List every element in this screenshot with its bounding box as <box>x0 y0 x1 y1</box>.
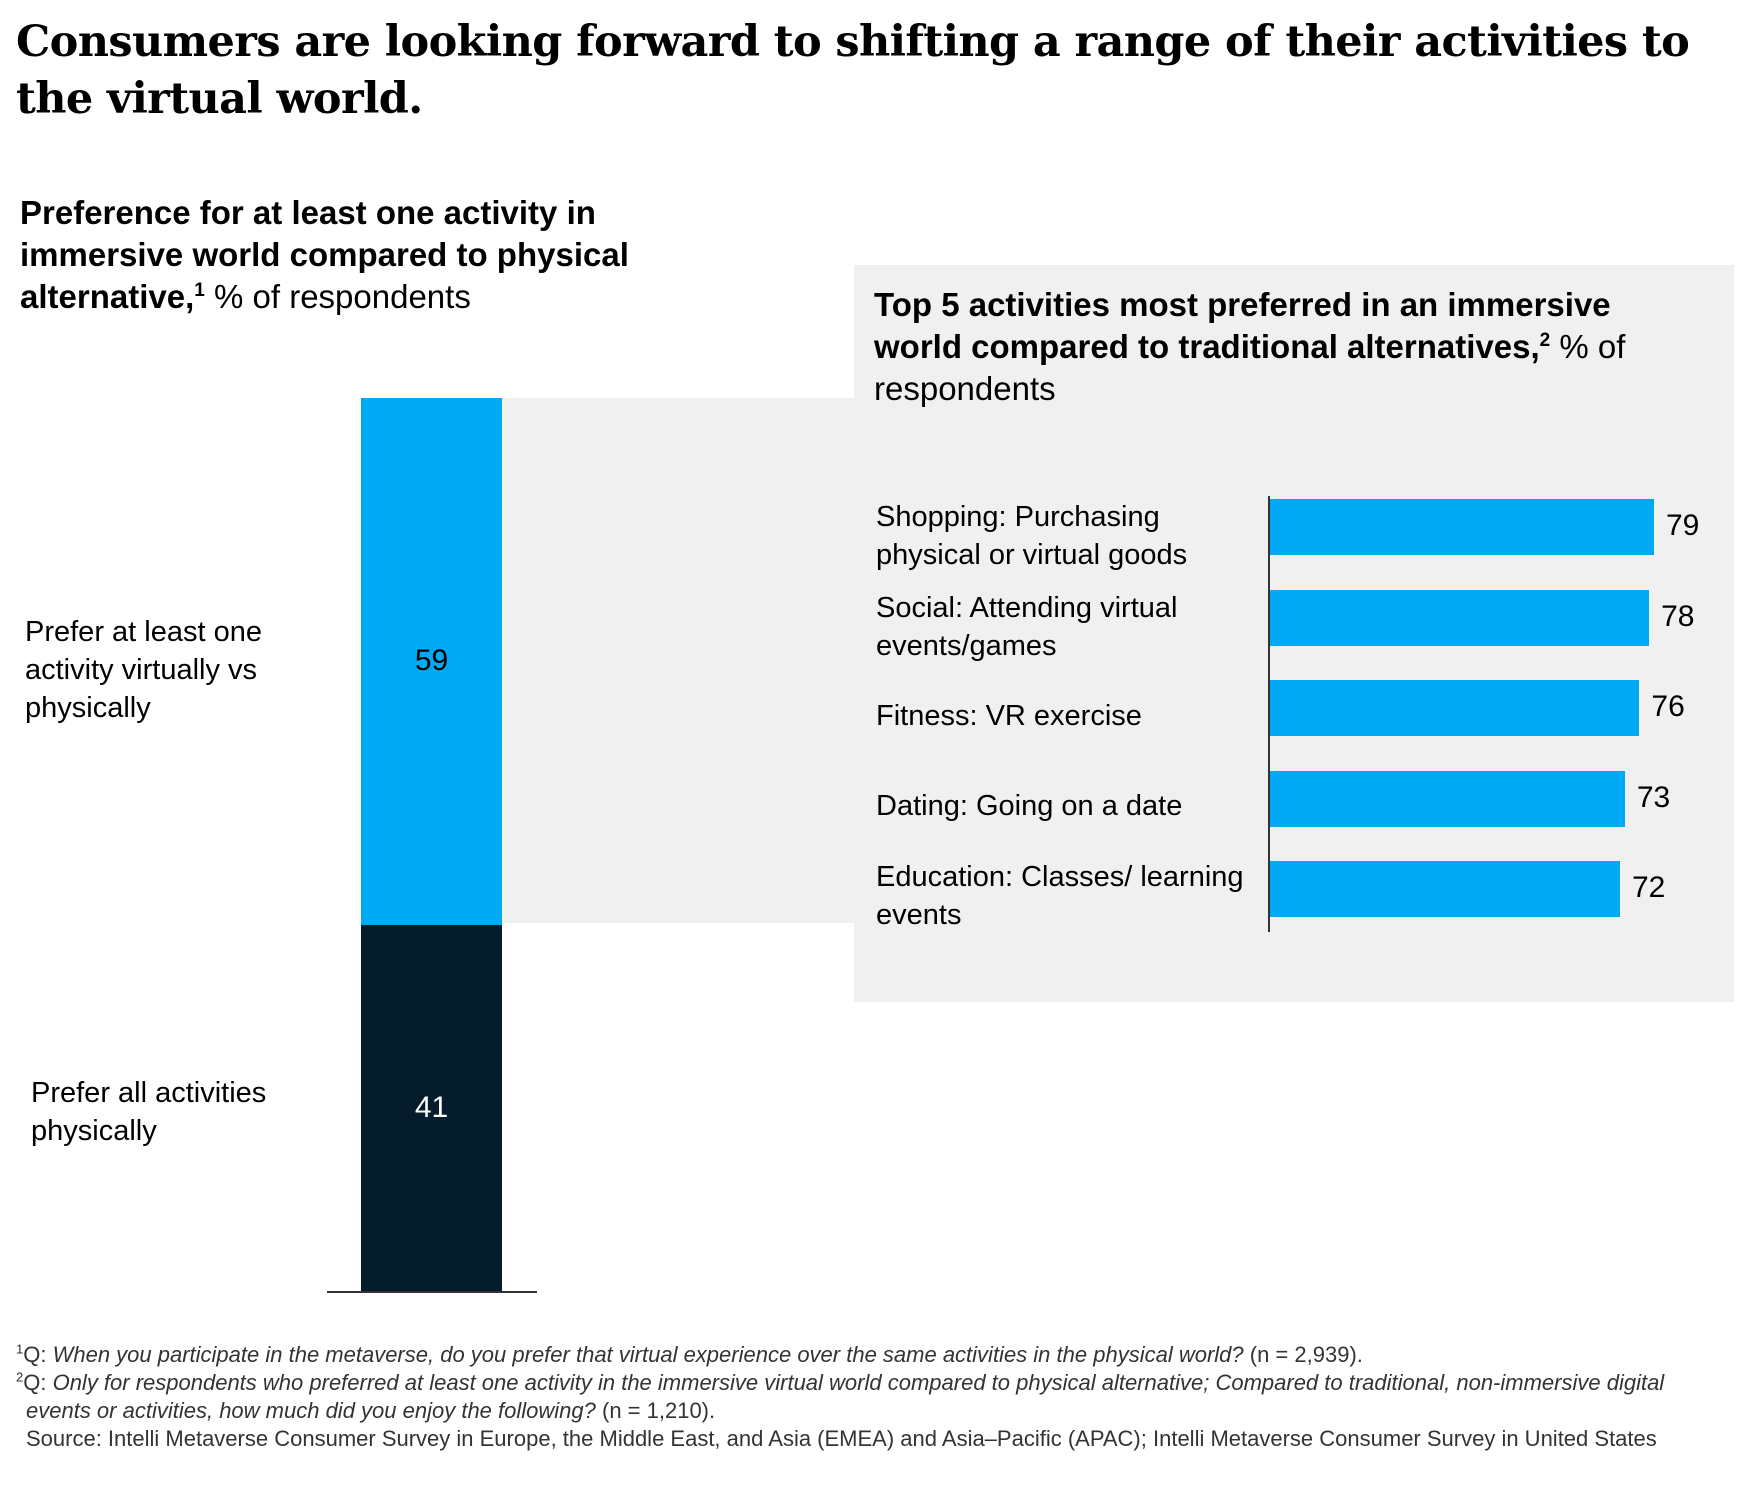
activity-value-shopping: 79 <box>1666 509 1700 542</box>
activity-label-fitness: Fitness: VR exercise <box>876 700 1142 732</box>
stacked-bar-segment-virtual <box>361 398 502 925</box>
activity-label-dating: Dating: Going on a date <box>876 790 1183 822</box>
activities-chart-title-bold: Top 5 activities most preferred in an im… <box>874 286 1611 365</box>
source-note: Source: Intelli Metaverse Consumer Surve… <box>26 1426 1657 1451</box>
footnotes: 1Q: When you participate in the metavers… <box>16 1341 1716 1453</box>
stacked-bar-segment-physical <box>361 924 502 1291</box>
activities-chart-title-unit: % of respondents <box>874 328 1626 407</box>
activities-chart-title-footnote-ref: 2 <box>1539 330 1551 351</box>
footnote-2-sample: (n = 1,210). <box>595 1398 716 1423</box>
stacked-bar-baseline <box>327 1291 537 1293</box>
panel-connector <box>502 398 854 923</box>
footnote-1-marker: 1 <box>16 1341 24 1357</box>
activities-chart-axis <box>1268 496 1270 932</box>
stacked-category-label-virtual: Prefer at least one activity virtually v… <box>25 616 262 724</box>
activity-bar-social <box>1270 590 1650 646</box>
footnote-2: 2Q: Only for respondents who preferred a… <box>16 1369 1716 1425</box>
footnote-2-question: Only for respondents who preferred at le… <box>26 1370 1665 1423</box>
activity-value-social: 78 <box>1661 600 1695 633</box>
footnote-1-prefix: Q: <box>23 1342 53 1367</box>
stacked-chart-title: Preference for at least one activity in … <box>20 192 720 318</box>
stacked-category-label-physical: Prefer all activities physically <box>31 1077 267 1147</box>
activity-bar-dating <box>1270 771 1625 827</box>
activity-value-education: 72 <box>1631 871 1666 904</box>
activities-chart-title: Top 5 activities most preferred in an im… <box>874 284 1694 410</box>
footnote-1-sample: (n = 2,939). <box>1243 1342 1363 1367</box>
activity-bar-shopping <box>1270 499 1654 555</box>
stacked-chart-title-unit: % of respondents <box>214 278 471 315</box>
stacked-bar-value-physical: 41 <box>414 1090 449 1124</box>
activity-label-shopping: Shopping: Purchasing physical or virtual… <box>876 501 1188 571</box>
footnote-1: 1Q: When you participate in the metavers… <box>16 1341 1716 1369</box>
footnote-1-question: When you participate in the metaverse, d… <box>52 1342 1244 1367</box>
activity-value-dating: 73 <box>1636 781 1671 814</box>
activity-label-education: Education: Classes/ learning events <box>876 861 1244 931</box>
activity-bar-fitness <box>1270 680 1640 736</box>
footnote-2-prefix: Q: <box>23 1370 53 1395</box>
stacked-chart-title-footnote-ref: 1 <box>194 280 205 301</box>
headline: Consumers are looking forward to shiftin… <box>16 17 1690 124</box>
stacked-chart-title-bold: Preference for at least one activity in … <box>20 194 629 315</box>
activity-value-fitness: 76 <box>1651 690 1685 723</box>
activity-label-social: Social: Attending virtual events/games <box>876 592 1178 662</box>
stacked-bar-value-virtual: 59 <box>414 644 449 678</box>
activity-bar-education <box>1270 861 1620 917</box>
footnote-2-marker: 2 <box>16 1369 24 1385</box>
